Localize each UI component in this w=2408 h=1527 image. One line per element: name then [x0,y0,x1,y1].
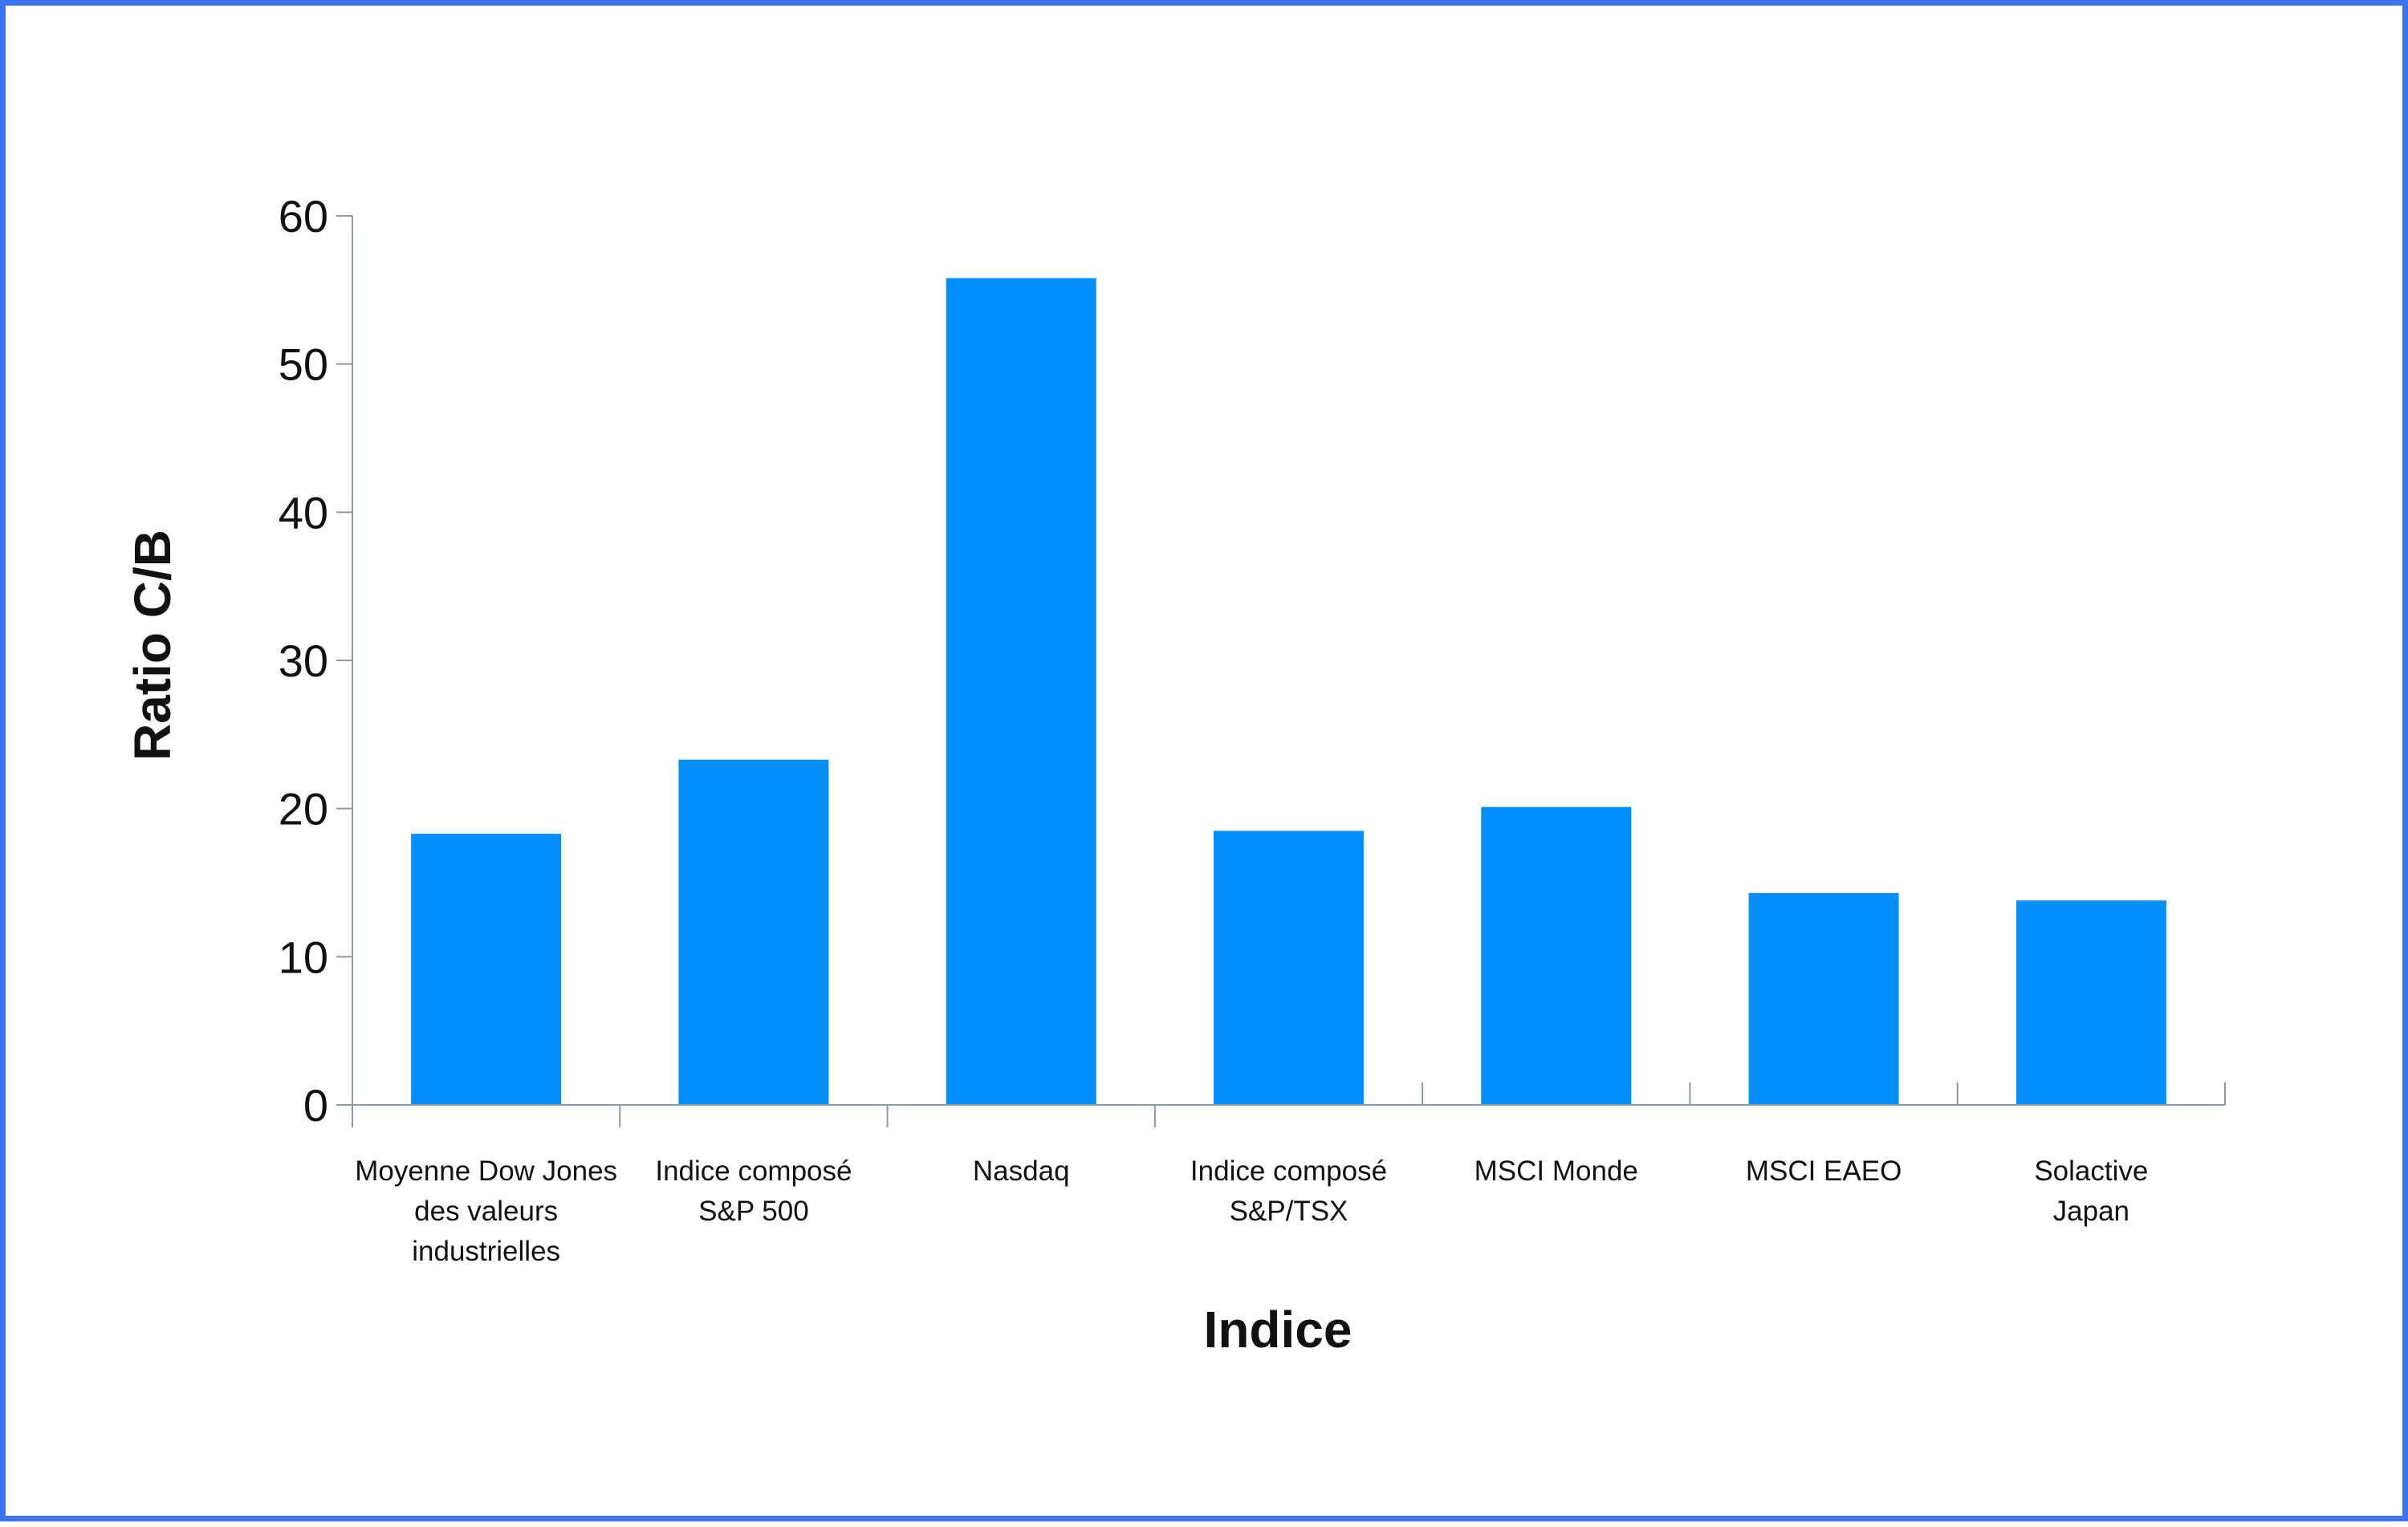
bar-6 [2015,900,2166,1105]
x-tick-label-line: Nasdaq [973,1155,1070,1187]
x-tick-label-0: Moyenne Dow Jones des valeurs industrielle… [355,1155,617,1267]
bar-0 [411,834,562,1105]
x-axis: Moyenne Dow Jones des valeurs industrielle… [352,1082,2226,1267]
bar-chart: 0 10 20 30 40 50 60 Moyenne Dow Jones des valeu… [124,191,2226,1358]
y-tick-label-2: 20 [279,784,328,835]
x-tick-label-line: S&P/TSX [1230,1196,1348,1227]
x-tick-label-1: Indice composé S&P 500 [655,1155,852,1227]
y-tick-label-1: 10 [279,932,328,982]
y-tick-label-0: 0 [303,1080,328,1131]
x-tick-label-5: MSCI EAEO [1746,1155,1902,1187]
x-tick-label-2: Nasdaq [973,1155,1070,1187]
bar-3 [1214,831,1364,1105]
y-tick-label-5: 50 [279,339,328,390]
x-tick-label-line: Indice composé [655,1155,852,1187]
x-tick-label-line: des valeurs [414,1196,558,1227]
x-tick-label-line: industrielles [412,1236,560,1267]
bars-group [411,278,2166,1106]
x-tick-label-line: Moyenne Dow Jones [355,1155,617,1187]
x-tick-label-line: Indice composé [1190,1155,1387,1187]
x-tick-label-6: Solactive Japan [2034,1155,2148,1227]
y-tick-label-6: 60 [279,191,328,242]
x-tick-label-3: Indice composé S&P/TSX [1190,1155,1387,1227]
bar-1 [678,759,829,1105]
y-axis-title: Ratio C/B [124,530,181,761]
x-tick-label-4: MSCI Monde [1474,1155,1638,1187]
bar-4 [1481,806,1632,1105]
y-axis: 0 10 20 30 40 50 60 [279,191,353,1131]
x-tick-label-line: Japan [2053,1196,2129,1227]
bar-5 [1748,892,1899,1105]
y-tick-label-3: 30 [279,636,328,686]
x-tick-label-line: MSCI EAEO [1746,1155,1902,1187]
x-tick-label-line: S&P 500 [698,1196,809,1227]
x-tick-label-line: MSCI Monde [1474,1155,1638,1187]
x-axis-title: Indice [1204,1301,1352,1358]
bar-2 [946,278,1096,1106]
x-tick-label-line: Solactive [2034,1155,2148,1187]
y-tick-label-4: 40 [279,487,328,538]
